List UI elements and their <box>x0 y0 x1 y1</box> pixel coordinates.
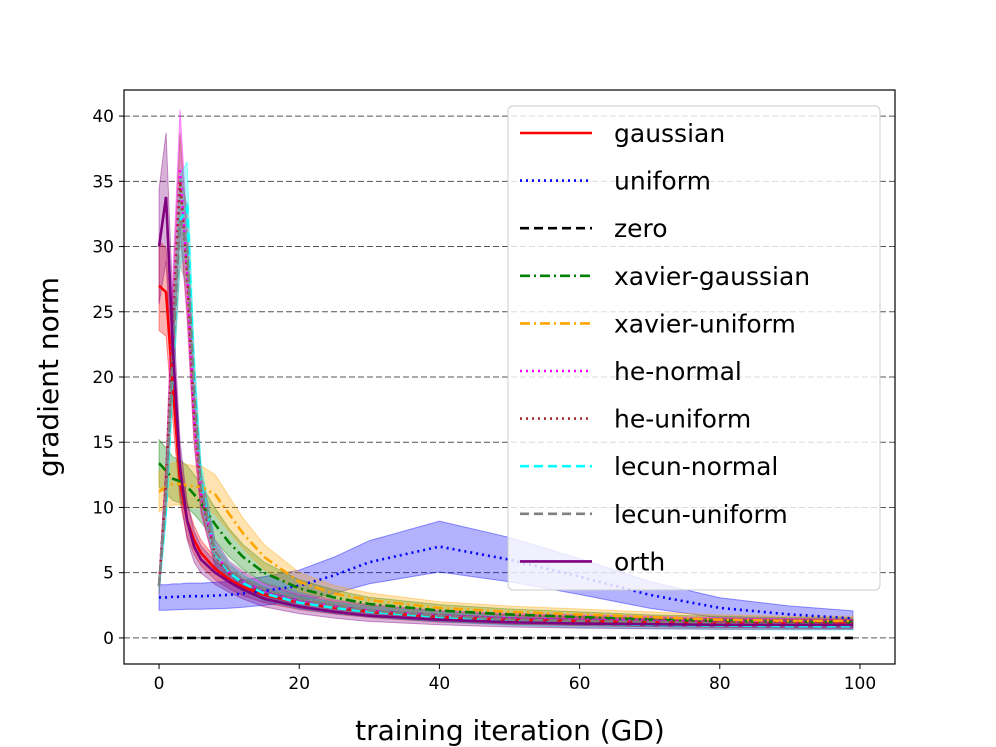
x-tick-label: 20 <box>288 674 310 694</box>
legend-entry-lecun-uniform: lecun-uniform <box>520 500 788 529</box>
y-tick-label: 10 <box>92 498 114 518</box>
legend-label: lecun-normal <box>614 452 778 481</box>
y-tick-label: 15 <box>92 433 114 453</box>
series-lines <box>157 168 854 640</box>
y-axis: 0 5 10 15 20 25 30 35 40 <box>92 107 124 649</box>
line-orth <box>157 196 853 627</box>
legend-label: orth <box>614 547 665 576</box>
x-tick-label: 0 <box>154 674 165 694</box>
line-lecun-normal <box>157 202 853 628</box>
y-tick-label: 40 <box>92 107 114 127</box>
legend-entry-he-normal: he-normal <box>520 357 742 386</box>
x-axis-label: training iteration (GD) <box>355 714 665 747</box>
x-axis: 0 20 40 60 80 100 <box>154 664 876 694</box>
legend-label: xavier-gaussian <box>614 262 810 291</box>
y-tick-label: 0 <box>103 629 114 649</box>
legend-label: he-normal <box>614 357 742 386</box>
legend-label: lecun-uniform <box>614 500 788 529</box>
y-tick-label: 30 <box>92 238 114 258</box>
legend-label: xavier-uniform <box>614 309 796 338</box>
legend: gaussian uniform zero xavier-gaussian xavier… <box>507 105 881 591</box>
legend-entry-xavier-gaussian: xavier-gaussian <box>520 262 810 291</box>
legend-entry-gaussian: gaussian <box>520 119 725 148</box>
y-tick-label: 20 <box>92 368 114 388</box>
legend-entry-lecun-normal: lecun-normal <box>520 452 778 481</box>
y-tick-label: 5 <box>103 564 114 584</box>
x-tick-label: 100 <box>844 674 876 694</box>
band-gaussian <box>158 239 854 629</box>
x-tick-label: 40 <box>429 674 451 694</box>
legend-box <box>507 105 881 591</box>
y-axis-label: gradient norm <box>32 277 65 477</box>
x-tick-label: 80 <box>709 674 731 694</box>
y-tick-label: 25 <box>92 303 114 323</box>
y-tick-label: 35 <box>92 172 114 192</box>
line-xavier-gaussian <box>158 462 853 624</box>
legend-label: he-uniform <box>614 405 751 434</box>
legend-entry-he-uniform: he-uniform <box>520 405 751 434</box>
band-xavier-gaussian <box>158 438 854 628</box>
legend-entry-orth: orth <box>520 547 665 576</box>
legend-label: uniform <box>614 167 711 196</box>
band-he-normal <box>158 109 854 629</box>
legend-label: gaussian <box>614 119 725 148</box>
legend-entry-zero: zero <box>520 214 668 243</box>
legend-entry-xavier-uniform: xavier-uniform <box>520 309 796 338</box>
legend-entry-uniform: uniform <box>520 167 711 196</box>
band-lecun-normal <box>158 161 854 631</box>
line-lecun-uniform <box>157 220 853 627</box>
legend-label: zero <box>614 214 668 243</box>
x-tick-label: 60 <box>569 674 591 694</box>
